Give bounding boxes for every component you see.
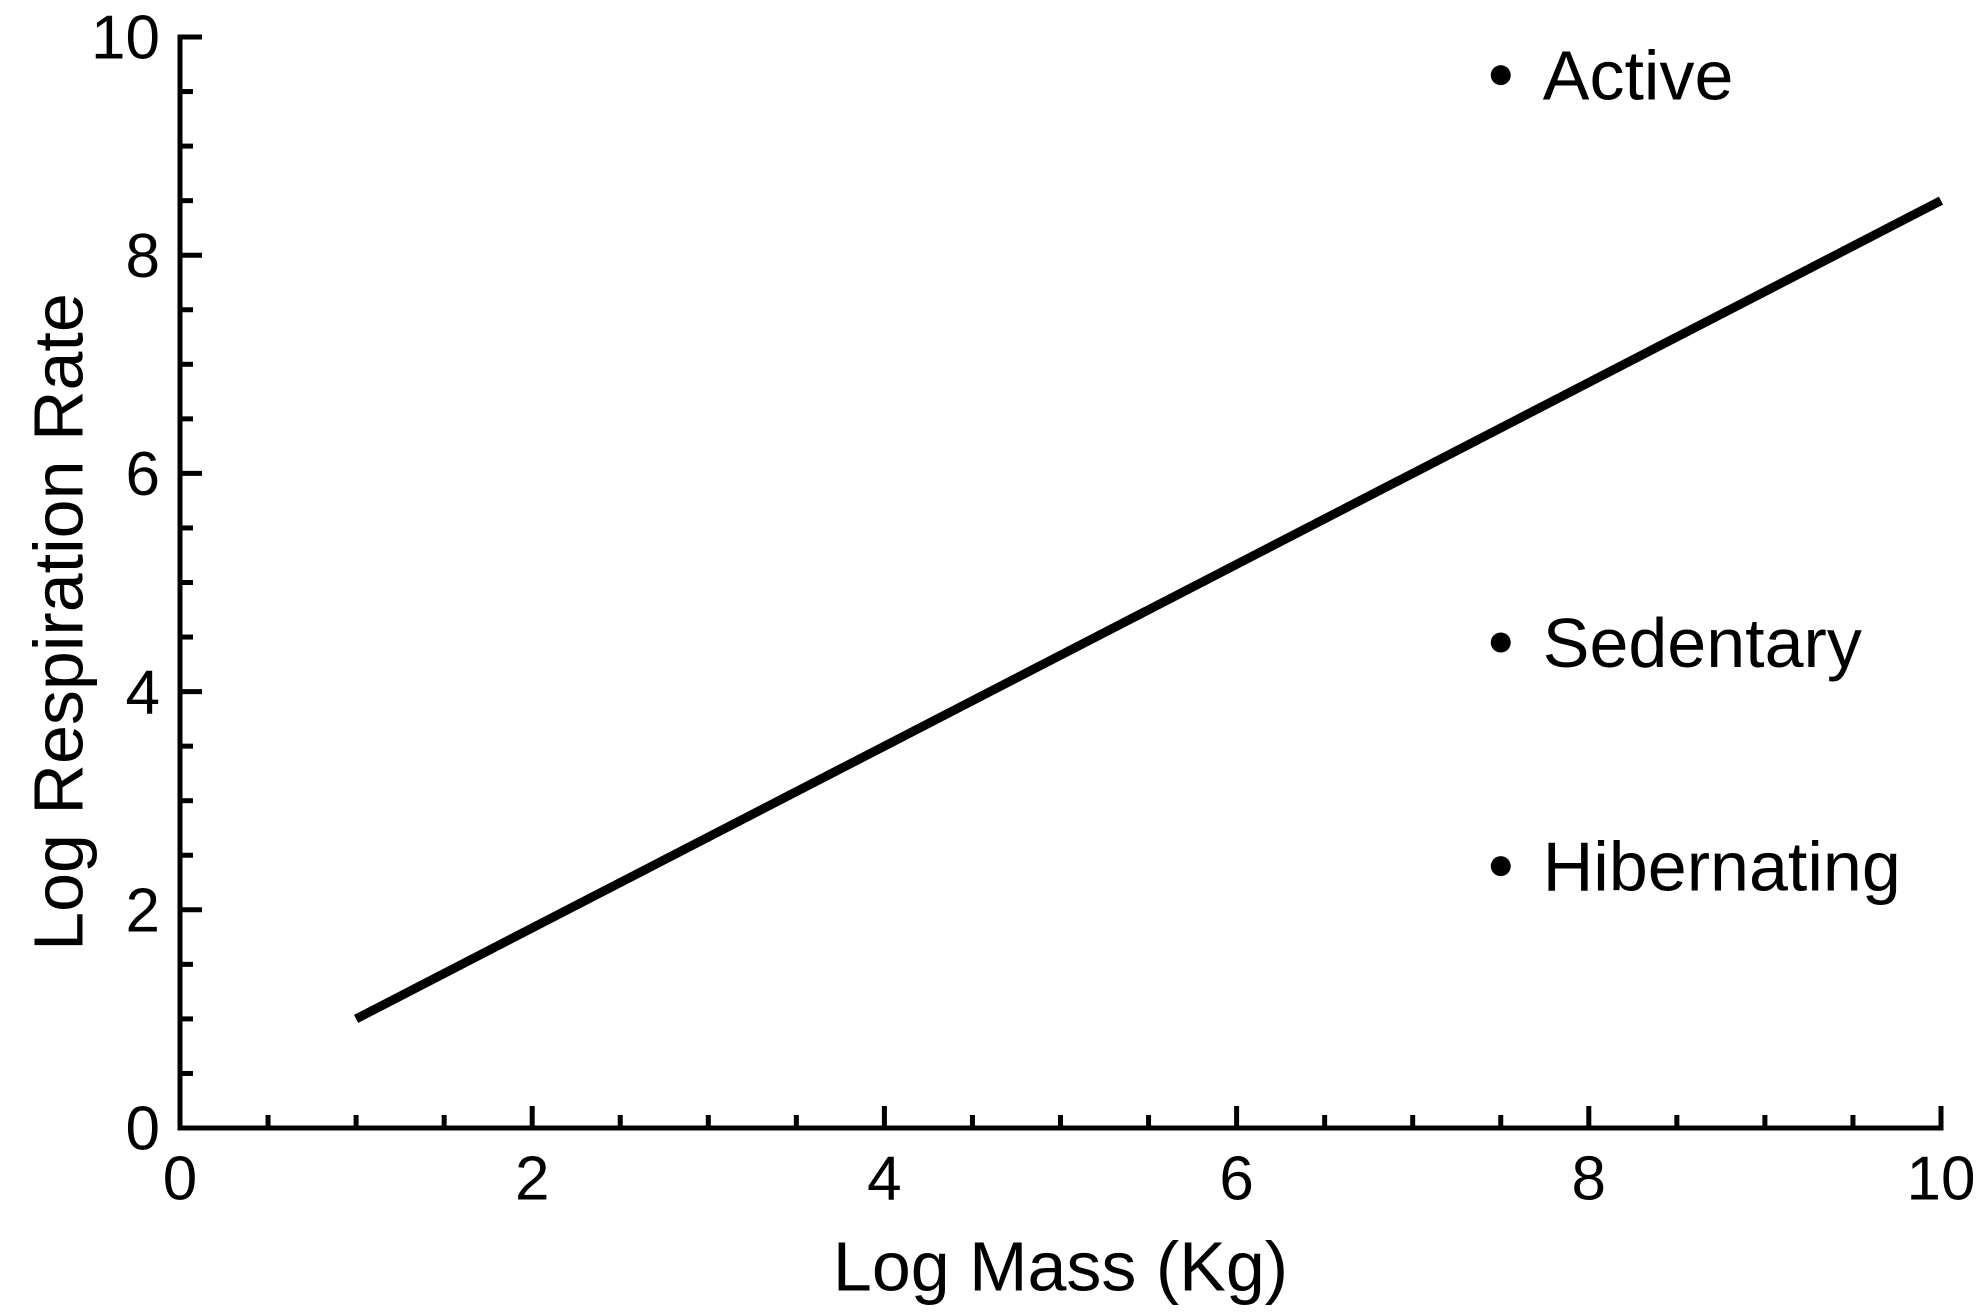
y-tick-label: 2 [126,877,160,946]
annotation-bullet-icon [1490,856,1511,877]
x-axis-title: Log Mass (Kg) [833,1228,1288,1306]
x-tick-label: 4 [867,1145,901,1214]
y-tick-label: 8 [126,222,160,291]
x-tick-label: 10 [1907,1145,1976,1214]
annotation-label: Sedentary [1543,604,1862,682]
trend-line [354,196,1944,1023]
x-tick-label: 6 [1219,1145,1253,1214]
x-tick-label: 0 [163,1145,197,1214]
y-tick-label: 0 [126,1095,160,1164]
x-tick-label: 2 [515,1145,549,1214]
y-tick-label: 6 [126,440,160,509]
y-axis-title: Log Respiration Rate [20,293,98,951]
y-tick-label: 4 [126,658,160,727]
annotation-label: Active [1543,37,1734,115]
y-tick-label: 10 [91,4,160,73]
axes [177,34,1944,1131]
annotation-label: Hibernating [1543,828,1901,906]
x-tick-label: 8 [1572,1145,1606,1214]
annotation-bullet-icon [1490,632,1511,653]
annotation-bullet-icon [1490,65,1511,86]
